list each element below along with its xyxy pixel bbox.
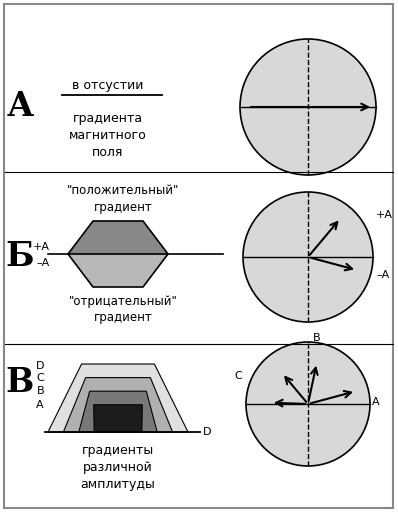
Polygon shape <box>68 254 168 287</box>
Text: В: В <box>6 366 34 398</box>
Text: C: C <box>36 373 44 382</box>
Text: в отсустии: в отсустии <box>72 78 144 92</box>
Text: A: A <box>36 400 44 410</box>
Text: Б: Б <box>6 241 34 273</box>
Polygon shape <box>48 364 188 432</box>
Text: D: D <box>203 427 211 437</box>
Text: A: A <box>372 397 380 407</box>
Text: B: B <box>36 386 44 396</box>
Text: "отрицательный"
градиент: "отрицательный" градиент <box>68 294 178 324</box>
Text: D: D <box>35 361 44 371</box>
Text: B: B <box>313 333 321 343</box>
FancyBboxPatch shape <box>4 4 393 508</box>
Text: А: А <box>6 91 33 123</box>
Text: –А: –А <box>376 270 389 280</box>
Text: +А: +А <box>33 242 50 252</box>
Circle shape <box>240 39 376 175</box>
Text: градиента
магнитного
поля: градиента магнитного поля <box>69 112 147 159</box>
Circle shape <box>243 192 373 322</box>
Text: –А: –А <box>37 258 50 268</box>
Text: C: C <box>234 371 242 381</box>
Circle shape <box>246 342 370 466</box>
Text: градиенты
различной
амплитуды: градиенты различной амплитуды <box>80 444 156 491</box>
Polygon shape <box>94 405 142 432</box>
Text: "положительный"
градиент: "положительный" градиент <box>67 184 179 214</box>
Polygon shape <box>68 221 168 254</box>
Text: +А: +А <box>376 210 393 220</box>
Polygon shape <box>63 378 173 432</box>
Polygon shape <box>79 391 157 432</box>
